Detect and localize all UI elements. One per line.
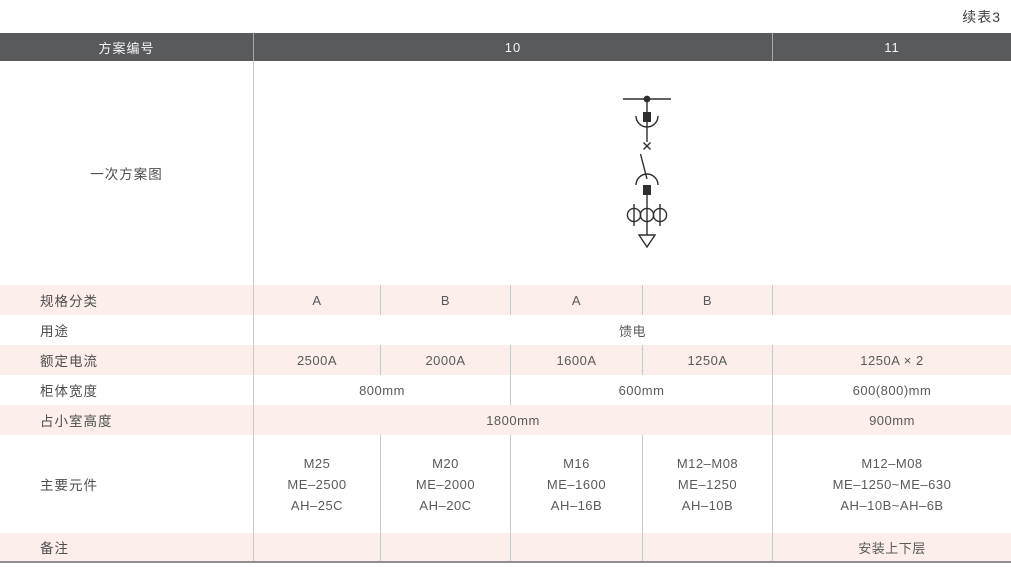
component-line: M16 bbox=[563, 455, 590, 471]
chamber-height-row: 占小室高度 1800mm 900mm bbox=[0, 405, 1011, 435]
cabinet-width-value: 600(800)mm bbox=[772, 375, 1011, 405]
upper-drawout-contact-icon bbox=[642, 112, 651, 122]
chamber-height-value: 1800mm bbox=[253, 405, 772, 435]
component-line: AH–10B~AH–6B bbox=[840, 497, 944, 513]
breaker-cross-icon bbox=[642, 142, 651, 150]
remarks-label: 备注 bbox=[40, 541, 69, 556]
usage-value: 馈电 bbox=[253, 315, 1011, 345]
spec-class-value: A bbox=[510, 285, 642, 315]
rated-current-value: 1600A bbox=[510, 345, 642, 375]
spec-class-row: 规格分类 A B A B bbox=[0, 285, 1011, 315]
main-components-cell: M12–M08 ME–1250~ME–630 AH–10B~AH–6B bbox=[772, 435, 1011, 533]
rated-current-value: 1250A × 2 bbox=[772, 345, 1011, 375]
remarks-value: 安装上下层 bbox=[772, 533, 1011, 561]
chamber-height-value: 900mm bbox=[772, 405, 1011, 435]
remarks-value bbox=[510, 533, 642, 561]
component-line: AH–20C bbox=[419, 497, 472, 513]
lower-drawout-arc-icon bbox=[634, 173, 659, 186]
header-scheme-11: 11 bbox=[772, 33, 1011, 61]
spec-class-value: B bbox=[642, 285, 772, 315]
component-line: ME–1250 bbox=[677, 476, 738, 492]
spec-class-label: 规格分类 bbox=[40, 294, 98, 309]
component-line: ME–1600 bbox=[546, 476, 607, 492]
spec-class-value bbox=[772, 285, 1011, 315]
main-components-row: 主要元件 M25 ME–2500 AH–25C M20 ME–2000 AH–2… bbox=[0, 435, 1011, 533]
remarks-value bbox=[642, 533, 772, 561]
main-components-label: 主要元件 bbox=[40, 478, 98, 493]
header-scheme-10: 10 bbox=[253, 33, 772, 61]
primary-diagram-cell bbox=[253, 61, 1011, 285]
remarks-value bbox=[253, 533, 380, 561]
primary-diagram-row: 一次方案图 bbox=[0, 61, 1011, 285]
primary-diagram-label: 一次方案图 bbox=[90, 167, 163, 182]
main-components-cell: M12–M08 ME–1250 AH–10B bbox=[642, 435, 772, 533]
feeder-arrow-icon bbox=[637, 234, 656, 249]
component-line: AH–10B bbox=[681, 497, 734, 513]
header-scheme-number-label: 方案编号 bbox=[98, 40, 155, 56]
component-line: M20 bbox=[432, 455, 459, 471]
component-line: M12–M08 bbox=[676, 455, 739, 471]
remarks-value bbox=[380, 533, 510, 561]
chamber-height-label: 占小室高度 bbox=[40, 414, 113, 429]
cabinet-width-value: 600mm bbox=[510, 375, 772, 405]
component-line: ME–1250~ME–630 bbox=[832, 476, 952, 492]
lower-drawout-contact-icon bbox=[642, 185, 651, 195]
main-components-cell: M20 ME–2000 AH–20C bbox=[380, 435, 510, 533]
rated-current-row: 额定电流 2500A 2000A 1600A 1250A 1250A × 2 bbox=[0, 345, 1011, 375]
table-header-row: 方案编号 10 11 bbox=[0, 33, 1011, 61]
remarks-row: 备注 安装上下层 bbox=[0, 533, 1011, 561]
spec-class-value: B bbox=[380, 285, 510, 315]
usage-label: 用途 bbox=[40, 324, 69, 339]
spec-class-value: A bbox=[253, 285, 380, 315]
breaker-blade bbox=[639, 153, 648, 180]
component-line: ME–2500 bbox=[287, 476, 347, 492]
cabinet-width-value: 800mm bbox=[253, 375, 510, 405]
rated-current-value: 1250A bbox=[642, 345, 772, 375]
rated-current-value: 2500A bbox=[253, 345, 380, 375]
main-components-cell: M16 ME–1600 AH–16B bbox=[510, 435, 642, 533]
current-transformer-icons bbox=[626, 204, 667, 226]
cabinet-width-label: 柜体宽度 bbox=[40, 384, 98, 399]
usage-row: 用途 馈电 bbox=[0, 315, 1011, 345]
component-line: AH–16B bbox=[550, 497, 603, 513]
scheme-spec-table: 方案编号 10 11 一次方案图 bbox=[0, 33, 1011, 563]
main-components-cell: M25 ME–2500 AH–25C bbox=[253, 435, 380, 533]
cabinet-width-row: 柜体宽度 800mm 600mm 600(800)mm bbox=[0, 375, 1011, 405]
one-line-feeder-diagram bbox=[622, 95, 671, 249]
component-line: ME–2000 bbox=[415, 476, 476, 492]
component-line: AH–25C bbox=[290, 497, 344, 513]
rated-current-value: 2000A bbox=[380, 345, 510, 375]
table-caption: 续表3 bbox=[962, 9, 1001, 25]
rated-current-label: 额定电流 bbox=[40, 354, 98, 369]
component-line: M12–M08 bbox=[861, 455, 923, 471]
component-line: M25 bbox=[303, 455, 331, 471]
